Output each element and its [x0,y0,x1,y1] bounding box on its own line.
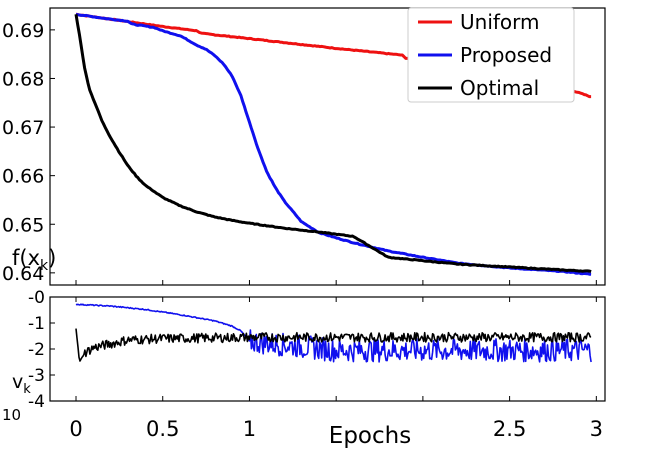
bottom-line-proposed [75,303,592,363]
top-panel: 0.69 0.68 0.67 0.66 0.65 0.64 f(xk) Uniform P… [2,7,606,286]
bottom-ytick-label: -1 [28,314,45,334]
bottom-ytick-label: -2 [28,340,45,360]
top-axis-ticks: 0.69 0.68 0.67 0.66 0.65 0.64 [2,20,597,285]
bottom-ylabel: vk [12,371,31,397]
x-axis-label: Epochs [329,423,411,449]
legend-box [407,7,575,103]
xtick-label: 0.5 [146,417,179,441]
top-ytick-label: 0.69 [2,20,44,42]
legend: Uniform Proposed Optimal [407,7,575,103]
top-ytick-label: 0.67 [2,117,44,139]
top-plot-frame [49,7,606,286]
bottom-ytick-label: -4 [28,392,45,412]
xtick-label: 0 [69,417,82,441]
bottom-panel: -0 -1 -2 -3 -4 0 0.5 1 2.5 3 vk 10 Epochs [2,288,606,449]
bottom-ytick-label: -0 [28,288,45,308]
xtick-label: 2.5 [493,417,526,441]
top-ylabel: f(xk) [12,246,56,274]
bottom-line-optimal [75,328,592,362]
top-ytick-label: 0.68 [2,68,44,90]
legend-label-uniform: Uniform [460,10,540,34]
top-line-optimal [74,13,592,274]
legend-label-proposed: Proposed [460,43,552,67]
top-ytick-label: 0.66 [2,166,44,188]
legend-label-optimal: Optimal [460,76,539,100]
xtick-label: 3 [590,417,603,441]
xtick-label: 1 [243,417,256,441]
corner-text: 10 [2,406,21,424]
top-ytick-label: 0.64 [2,263,44,285]
bottom-axis-ticks: -0 -1 -2 -3 -4 0 0.5 1 2.5 3 [28,288,603,441]
bottom-series-lines [75,303,592,363]
bottom-ytick-label: -3 [28,366,45,386]
top-ytick-label: 0.65 [2,214,44,236]
